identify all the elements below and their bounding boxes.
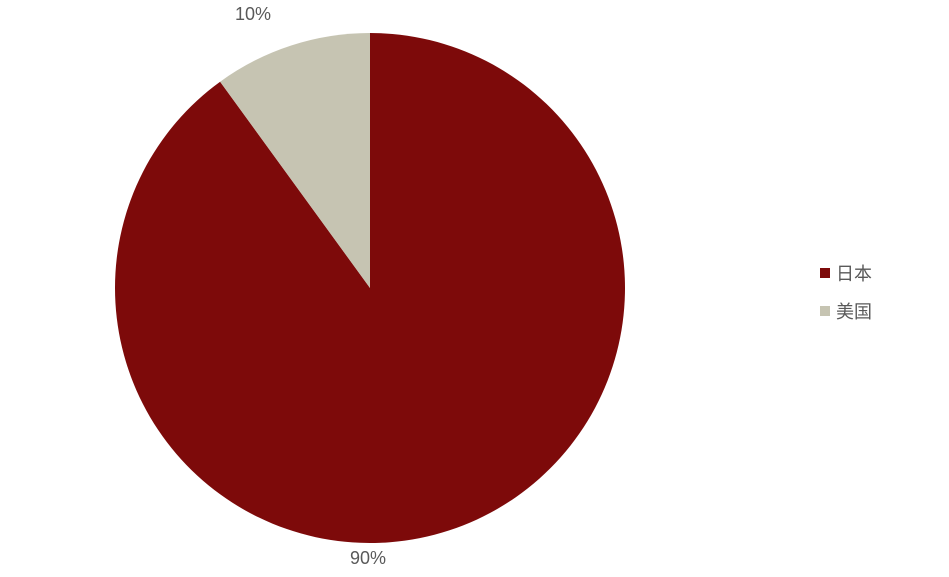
- legend-swatch-1: [820, 306, 830, 316]
- pie-chart: [115, 33, 625, 548]
- slice-label-1-text: 10%: [235, 4, 271, 24]
- pie-svg: [115, 33, 625, 543]
- slice-label-0: 90%: [350, 548, 386, 569]
- chart-container: 90% 10% 日本 美国: [0, 0, 949, 577]
- legend-item-1: 美国: [820, 298, 872, 324]
- legend: 日本 美国: [820, 260, 872, 324]
- slice-label-1: 10%: [235, 4, 271, 25]
- legend-swatch-0: [820, 268, 830, 278]
- slice-label-0-text: 90%: [350, 548, 386, 568]
- legend-label-0: 日本: [836, 260, 872, 286]
- legend-item-0: 日本: [820, 260, 872, 286]
- legend-label-1: 美国: [836, 298, 872, 324]
